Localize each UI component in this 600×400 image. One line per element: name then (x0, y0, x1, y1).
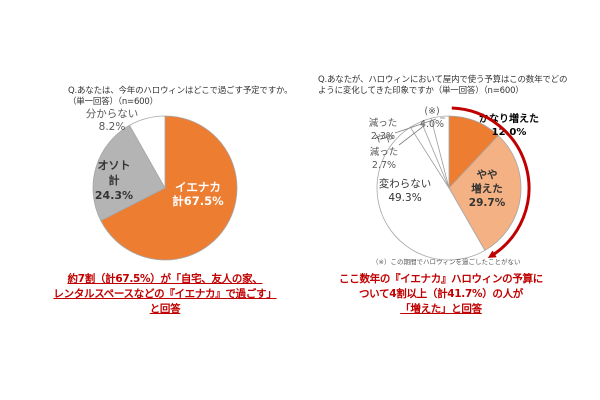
chart-1-slice-1 (92, 124, 166, 222)
chart-2-question: Q.あなたが、ハロウィンにおいて屋内で使う予算はこの数年でどの ように変化してき… (318, 75, 567, 97)
chart-1-question: Q.あなたは、今年のハロウィンはどこで過ごす予定ですか。 （単一回答）（n=60… (68, 86, 293, 108)
chart-2-caption: ここ数年の『イエナカ』ハロウィンの予算に ついて4割以上（計41.7%）の人が … (318, 272, 564, 317)
chart-2-leader-4 (394, 118, 437, 134)
chart-1-caption-line-2: レンタルスペースなどの『イエナカ』で過ごす」 (53, 288, 277, 300)
chart-1-slice-2 (128, 115, 166, 190)
chart-1-subtitle: （単一回答）（n=600） (68, 97, 158, 107)
chart-2-slice-2 (376, 126, 486, 261)
chart-2-title: Q.あなたが、ハロウィンにおいて屋内で使う予算はこの数年でどの (318, 75, 568, 85)
chart-1-slice-0 (100, 115, 238, 261)
chart-1-label-0: イエナカ計67.5% (172, 180, 224, 208)
chart-2-slice-5 (430, 115, 450, 189)
chart-2-leader-3 (398, 124, 426, 146)
chart-2-label-2: 変わらない 49.3% (379, 177, 432, 204)
chart-1-label-2: 分からない 8.2% (86, 108, 139, 133)
chart-2-label-1: やや増えた 29.7% (469, 169, 506, 209)
chart-1-caption-line-1: 約7割（計67.5%）が「自宅、友人の家、 (67, 273, 263, 285)
chart-1-caption-line-3: と回答 (149, 303, 181, 315)
chart-2-slice-1 (448, 134, 522, 251)
chart-2-footnote: （※）この期間でハロウィンを過ごしたことがない (372, 257, 520, 266)
chart-2-caption-line-2: ついて4割以上（計41.7%）の人が (358, 288, 524, 300)
chart-1-title: Q.あなたは、今年のハロウィンはどこで過ごす予定ですか。 (68, 86, 293, 96)
chart-2-label-5: (※) 4.0% (420, 106, 444, 130)
chart-2-label-3: やや減った 2.7% (370, 134, 399, 171)
growth-arrow (451, 106, 531, 259)
chart-2-pie: かなり増えた 12.0%やや増えた 29.7%変わらない 49.3%やや減った 2.7%… (369, 106, 539, 266)
chart-1-caption: 約7割（計67.5%）が「自宅、友人の家、 レンタルスペースなどの『イエナカ』で… (42, 272, 288, 317)
chart-2-title-cont: ように変化してきた印象ですか（単一回答）（n=600） (318, 86, 524, 96)
chart-1-pie: イエナカ計67.5% オソト計 24.3% 分からない 8.2% (86, 108, 238, 261)
chart-2-caption-line-3: 「増えた」と回答 (400, 303, 482, 315)
chart-2-caption-line-1: ここ数年の『イエナカ』ハロウィンの予算に (339, 273, 543, 285)
chart-2-label-4: 減った 2.3% (369, 117, 398, 142)
chart-1-label-1: オソト計 24.3% (95, 159, 133, 202)
